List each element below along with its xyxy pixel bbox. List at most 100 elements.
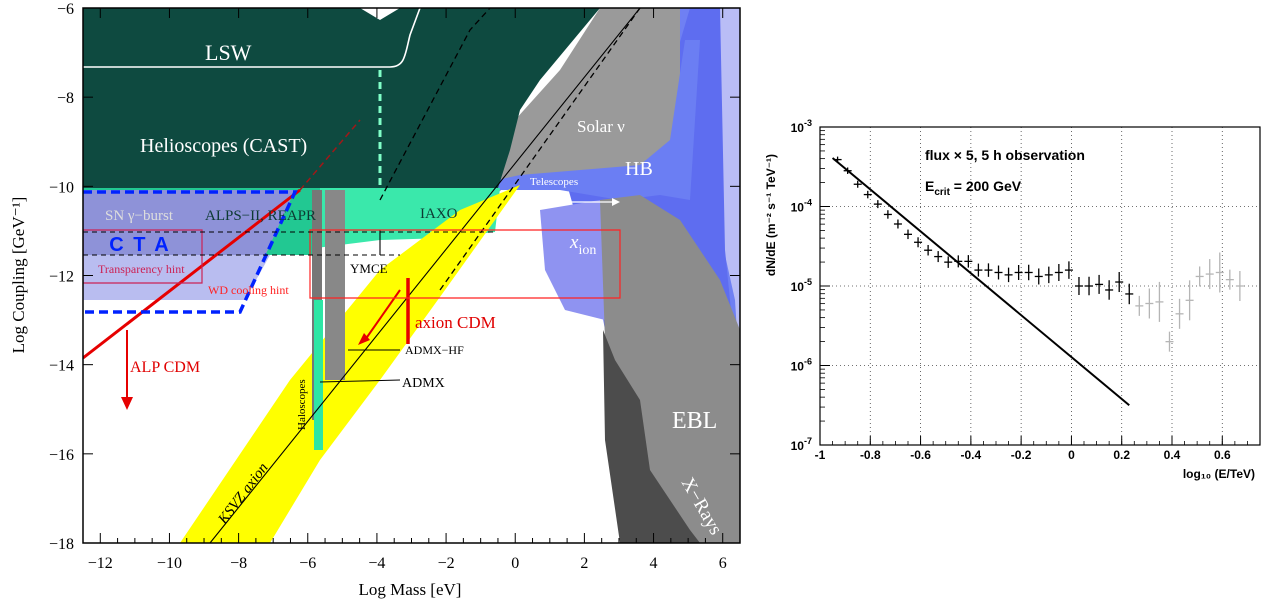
left-chart: LSW Helioscopes (CAST) SN γ−burst ALPS−II, … [9,1,741,599]
dashed-line-a [379,8,491,201]
data-point [883,210,892,219]
axion-cdm-arrowhead [358,333,370,345]
right-y-tick-base: 10 [791,201,805,215]
right-y-axis-label: dN/dE (m⁻² s⁻¹ TeV⁻¹) [764,154,778,276]
faint-data-point [1195,266,1204,287]
x-ion-label: xion [569,232,596,258]
region-label: Transparency hint [98,262,185,276]
right-y-tick-label: 10-4 [791,198,812,215]
right-series [831,156,1244,407]
right-y-tick-base: 10 [791,121,805,135]
faint-data-point [1155,281,1164,322]
right-y-tick-label: 10-6 [791,357,812,374]
region-helioscopes [83,8,600,188]
right-y-tick-base: 10 [791,360,805,374]
left-x-tick-label: −2 [438,555,455,572]
right-y-tick-base: 10 [791,280,805,294]
region-label: Solar ν [577,117,625,136]
right-x-axis-label: log₁₀ (E/TeV) [1183,467,1255,481]
data-point [1115,272,1124,293]
data-point [1125,283,1134,305]
right-annotations: flux × 5, 5 h observation Ecrit = 200 GeV [925,147,1085,198]
alp-cdm-line [83,188,301,360]
right-x-tick-label: -0.2 [1011,448,1032,462]
region-cta [83,255,270,300]
right-y-tick-exp: -5 [804,277,812,287]
data-point [853,180,862,188]
data-point [914,237,923,248]
data-point [1074,277,1083,295]
region-label: HB [625,158,653,180]
ksvz-line [209,8,641,543]
data-point [873,200,882,209]
data-point [1095,274,1104,294]
left-y-axis-label: Log Coupling [GeV⁻¹] [9,197,28,354]
data-point [843,167,852,174]
region-label: WD cooling hint [208,283,289,297]
faint-data-point [1235,271,1244,301]
cta-label: C T A [109,234,170,256]
right-x-tick-label: 0.4 [1164,448,1181,462]
left-y-tick-label: −6 [57,1,74,18]
faint-data-point [1205,259,1214,290]
faint-data-point [1135,295,1144,316]
data-point [1054,263,1063,281]
faint-data-point [1175,298,1184,329]
region-label: EBL [672,408,717,434]
left-y-tick-label: −12 [49,269,74,286]
region-ksvz-band [180,185,520,543]
data-point [984,263,993,277]
right-axes: -1 -0.8 -0.6 -0.4 -0.2 0 0.2 0.4 0.610-310-410-5… [764,118,1255,481]
left-x-axis-label: Log Mass [eV] [359,580,462,599]
left-x-tick-label: 6 [719,555,727,572]
left-x-tick-label: −6 [299,555,316,572]
telescopes-arrowhead-r [612,198,620,206]
alp-cdm-dashed [299,119,361,191]
region-label: axion CDM [415,313,496,332]
right-chart: -1 -0.8 -0.6 -0.4 -0.2 0 0.2 0.4 0.610-310-410-5… [764,118,1261,481]
right-x-tick-label: -0.6 [910,448,931,462]
left-plot-area [83,8,740,543]
data-point [944,256,953,268]
left-x-tick-label: −4 [368,555,385,572]
data-point [1034,268,1043,285]
faint-data-point [1185,280,1194,321]
region-label: Telescopes [530,176,578,188]
left-axes: −12 −10 −8 −6 −4 −2 0 2 4 6 −6 −8 −10 −12 −14 −16 −18 Log… [9,1,740,599]
right-y-tick-exp: -4 [804,198,812,208]
region-label: LSW [205,40,252,65]
lsw-limit-line [83,8,421,68]
region-label: ALP CDM [130,359,200,376]
annotation-ecrit: Ecrit = 200 GeV [925,178,1022,198]
faint-data-point [1215,252,1224,293]
data-point [924,244,933,256]
left-x-tick-label: 2 [580,555,588,572]
data-point [974,263,983,277]
left-x-tick-label: −8 [230,555,247,572]
left-labels: LSW Helioscopes (CAST) SN γ−burst ALPS−II, … [98,40,726,539]
annotation-ecrit-rest: = 200 GeV [950,178,1022,194]
region-x-ion [540,200,610,320]
right-y-tick-label: 10-5 [791,277,812,294]
right-y-tick-label: 10-3 [791,118,812,135]
cta-boundary [83,190,298,314]
region-label: ADMX−HF [405,343,464,357]
right-x-tick-label: -1 [815,448,826,462]
data-point [964,255,973,268]
left-y-tick-label: −10 [49,179,74,196]
right-x-tick-label: 0.2 [1113,448,1130,462]
left-y-tick-label: −14 [49,358,74,375]
admx-pointer [319,379,401,383]
right-y-tick-label: 10-7 [791,436,812,453]
region-label: ADMX [402,376,445,391]
x-ion-base: x [569,232,579,253]
left-y-tick-label: −18 [49,536,74,553]
right-x-tick-label: 0 [1068,448,1075,462]
data-point [1105,280,1114,300]
region-label: YMCE [350,261,388,276]
right-y-tick-base: 10 [791,439,805,453]
left-x-tick-label: 4 [650,555,658,572]
data-point [863,190,872,199]
right-x-tick-label: -0.4 [961,448,982,462]
data-point [1085,276,1094,296]
